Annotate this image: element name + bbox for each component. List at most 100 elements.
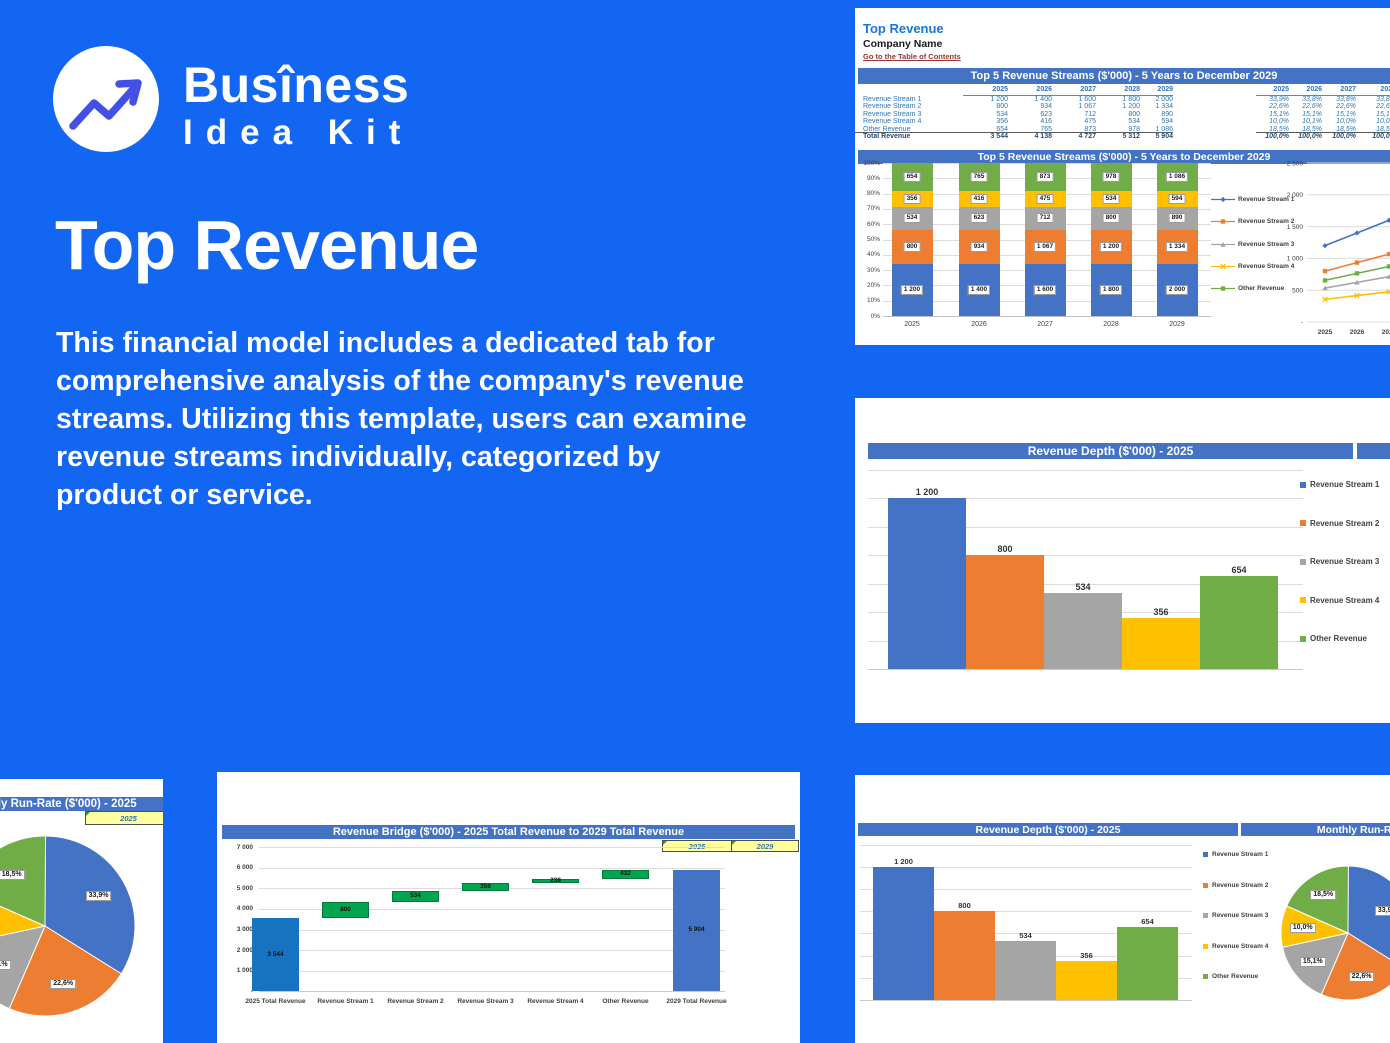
legend-marker-icon: [1211, 263, 1235, 270]
gridline: [259, 908, 725, 910]
revenue-bridge-waterfall-chart: 7 000 6 000 5 000 4 000 3 000 2 000 1 000 -3 54…: [217, 842, 800, 1022]
data-label: 1 400: [967, 285, 991, 296]
legend-label: Other Revenue: [1310, 634, 1367, 643]
gridline: [868, 583, 1303, 585]
revenue-depth-legend-small: Revenue Stream 1 Revenue Stream 2 Revenue …: [1203, 837, 1283, 997]
x-axis-tick: Revenue Stream 1: [317, 998, 374, 1006]
legend-label: Revenue Stream 1: [1212, 851, 1269, 858]
data-label: 356: [1153, 607, 1169, 618]
legend-item: Revenue Stream 3: [1300, 557, 1379, 566]
pie-data-label: 15,1%: [0, 959, 11, 970]
data-label: 623: [970, 213, 988, 224]
svg-text:2026: 2026: [1350, 329, 1365, 336]
data-label: 1 200: [1099, 241, 1123, 252]
x-axis-tick: Other Revenue: [602, 998, 649, 1006]
data-label: 800: [997, 544, 1013, 554]
legend-item: Revenue Stream 1: [1300, 480, 1379, 489]
stacked-chart-banner: Top 5 Revenue Streams ($'000) - 5 Years …: [858, 150, 1390, 164]
table-row: Revenue Stream 4 356 416 475 534 594 10,0% 10,1…: [863, 118, 1390, 126]
gridline: [860, 1000, 1192, 1001]
data-label: 800: [958, 901, 971, 911]
data-label: 1 800: [1099, 285, 1123, 296]
pie-data-label: 18,5%: [1310, 889, 1337, 900]
table-row: Other Revenue 654 765 873 978 1 086 18,5% 18,5%…: [863, 125, 1390, 133]
data-label: 1 200: [900, 285, 924, 296]
y-axis-tick: 70%: [866, 205, 880, 213]
run-rate-banner: Monthly Run-Rate ($'000) - 2025: [0, 797, 163, 811]
gridline: [860, 844, 1192, 846]
legend-swatch-icon: [1203, 974, 1208, 979]
revenue-bridge-panel: Revenue Bridge ($'000) - 2025 Total Reve…: [217, 772, 800, 1043]
revenue-streams-table: 202520262027202820292025202620272028Reve…: [855, 86, 1390, 148]
data-label: 2 000: [1165, 285, 1189, 296]
line-chart-svg: 2 500 2 000 1 500 1 000 500 - 2025 2026 2027: [1287, 160, 1390, 336]
gridline: [860, 911, 1192, 913]
sheet-inner: Monthly Run-Rate ($'000) - 2025 2025 33,…: [0, 779, 163, 1043]
gridline: [259, 867, 725, 869]
pie-data-label: 18,5%: [0, 869, 25, 880]
legend-swatch-icon: [1203, 882, 1208, 888]
legend-item: Revenue Stream 3: [1211, 240, 1294, 249]
gridline: [259, 970, 725, 972]
y-axis-tick: 100%: [863, 159, 880, 167]
legend-item: Revenue Stream 2: [1300, 519, 1379, 528]
banner-continuation: [1357, 443, 1390, 459]
waterfall-bar: 5 904: [673, 869, 720, 992]
legend-swatch-icon: [1203, 913, 1208, 918]
legend-marker-icon: [1211, 241, 1235, 247]
legend-swatch-icon: [1300, 481, 1306, 488]
legend-item: Other Revenue: [1300, 634, 1367, 643]
pie-data-label: 22,6%: [50, 979, 77, 990]
table-of-contents-link[interactable]: Go to the Table of Contents: [863, 52, 961, 61]
bar: [873, 866, 934, 1000]
legend-label: Revenue Stream 3: [1310, 557, 1380, 566]
y-axis-tick: 5 000: [236, 884, 253, 892]
y-axis-tick: 50%: [866, 236, 880, 243]
legend-label: Other Revenue: [1238, 285, 1285, 293]
data-label: 534: [903, 213, 921, 224]
svg-text:-: -: [1301, 319, 1303, 326]
monthly-run-rate-banner: Monthly Run-Rate ($'000) - 2025: [1241, 823, 1390, 836]
pie-data-label: 33,9%: [85, 891, 112, 902]
gridline: [868, 669, 1303, 670]
pie-data-label: 22,6%: [1348, 971, 1375, 982]
legend-swatch-icon: [1300, 558, 1306, 565]
sheet-title: Top Revenue: [863, 21, 944, 36]
y-axis-tick: -: [250, 987, 253, 995]
gridline: [259, 991, 725, 993]
table-banner: Top 5 Revenue Streams ($'000) - 5 Years …: [858, 68, 1390, 84]
pie-data-label: 33,9%: [1374, 905, 1390, 916]
brand-name-line2: Idea Kit: [183, 113, 414, 152]
waterfall-bar: 800: [322, 901, 369, 919]
legend-swatch-icon: [1203, 943, 1208, 949]
legend-item: Revenue Stream 2: [1211, 217, 1294, 226]
gridline: [860, 866, 1192, 868]
legend-marker-icon: [1211, 219, 1235, 224]
waterfall-bar: 432: [602, 869, 649, 879]
x-axis-tick: 2027: [1037, 321, 1053, 328]
trend-arrow-icon: [69, 79, 142, 130]
legend-label: Revenue Stream 1: [1310, 480, 1380, 489]
year-selector[interactable]: 2025: [85, 811, 163, 825]
legend-label: Revenue Stream 2: [1238, 218, 1295, 226]
revenue-depth-bar-chart-small: 1 200 800 534 356 654: [855, 837, 1200, 1015]
waterfall-bar: 238: [532, 877, 579, 884]
legend-item: Revenue Stream 4: [1211, 262, 1294, 271]
x-axis-tick: 2029 Total Revenue: [666, 998, 727, 1006]
legend-label: Revenue Stream 4: [1310, 595, 1380, 605]
sheet-company-name: Company Name: [863, 38, 943, 50]
x-axis-tick: Revenue Stream 2: [387, 998, 444, 1006]
data-label: 475: [1036, 193, 1054, 204]
pie-data-label: 10,0%: [1289, 923, 1316, 934]
brand-name-line1: Busîness: [183, 57, 410, 113]
data-label: 1 086: [1165, 172, 1189, 183]
y-axis-tick: 2 000: [236, 946, 253, 954]
legend-item: Other Revenue: [1203, 973, 1258, 980]
data-label: 1 067: [1033, 241, 1057, 252]
y-axis-tick: 60%: [866, 220, 880, 228]
data-label: 800: [1102, 213, 1120, 224]
bridge-year-to-selector[interactable]: 2029: [731, 840, 799, 852]
waterfall-bar: 534: [392, 890, 439, 902]
y-axis-tick: 1 000: [236, 967, 253, 975]
